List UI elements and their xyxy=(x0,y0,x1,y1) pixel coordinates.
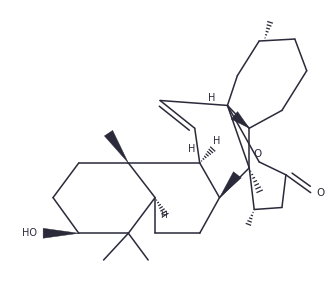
Polygon shape xyxy=(219,172,241,198)
Text: H: H xyxy=(160,211,166,220)
Polygon shape xyxy=(43,228,79,238)
Polygon shape xyxy=(231,112,249,128)
Text: O: O xyxy=(316,188,325,198)
Text: H: H xyxy=(188,144,196,154)
Text: H: H xyxy=(213,136,220,146)
Text: H: H xyxy=(208,92,215,103)
Text: O: O xyxy=(253,149,261,159)
Text: HO: HO xyxy=(22,228,37,238)
Polygon shape xyxy=(104,130,128,163)
